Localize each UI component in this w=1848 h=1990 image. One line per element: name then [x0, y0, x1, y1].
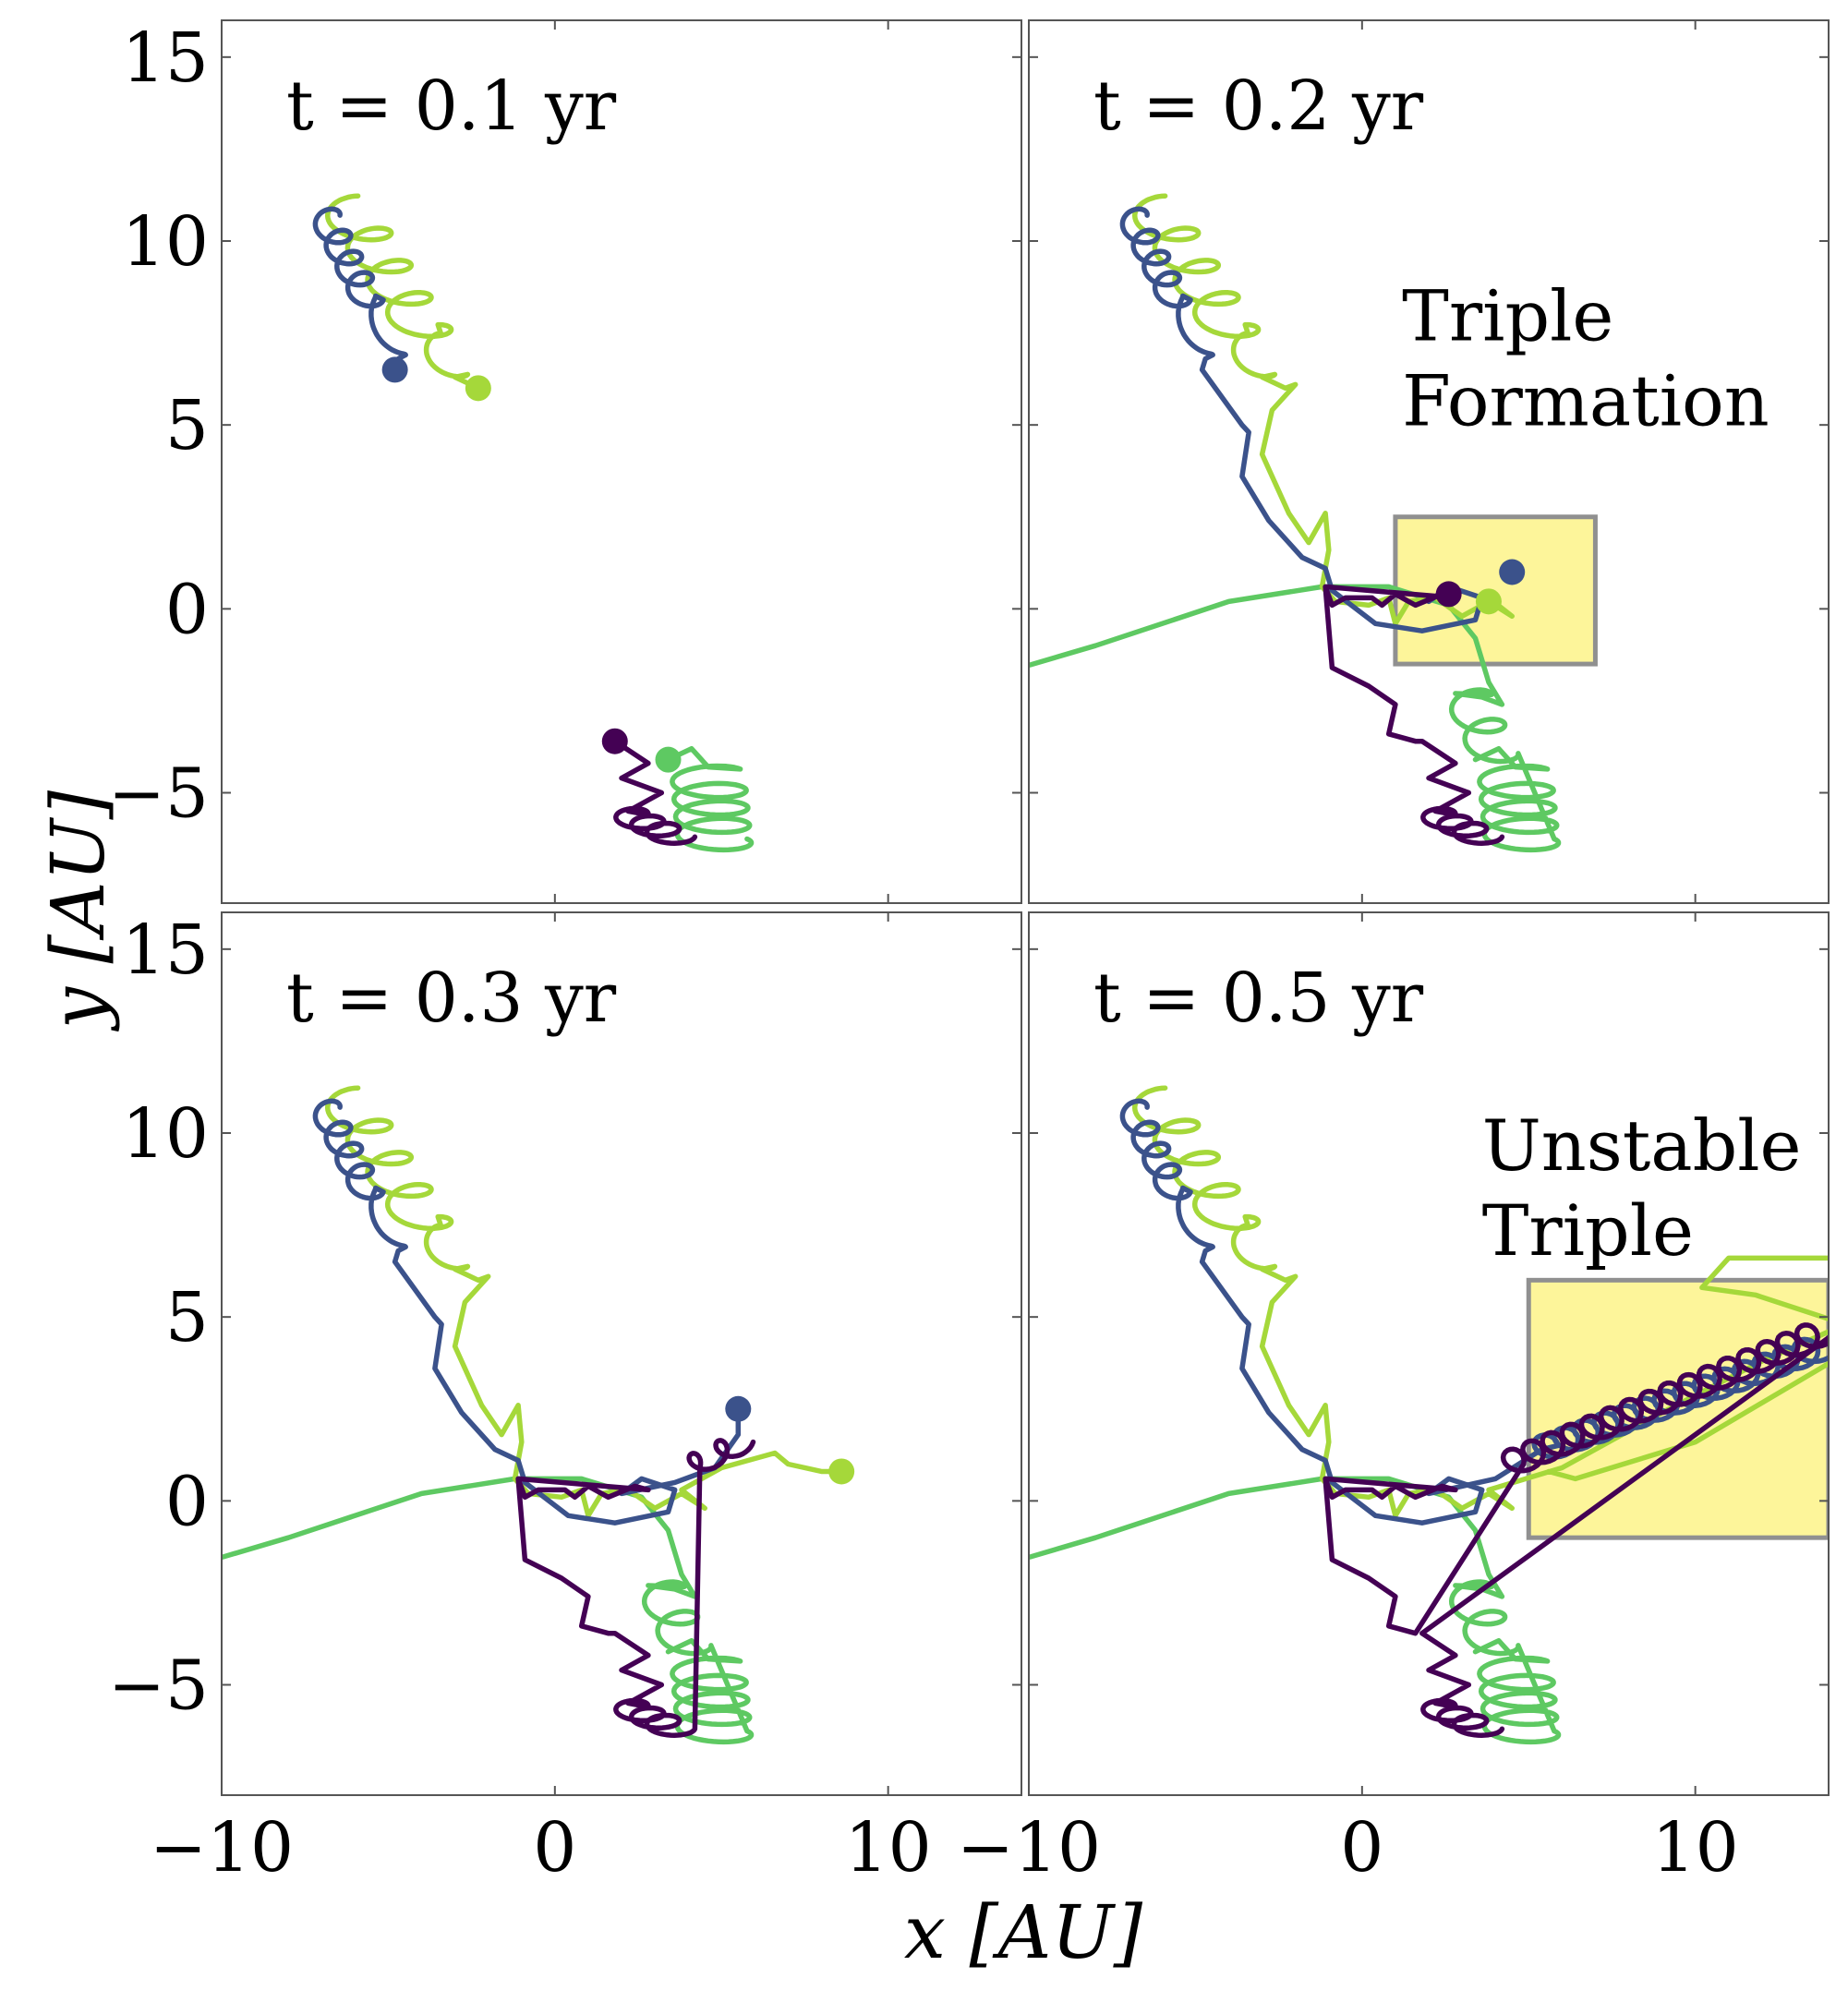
trajectory-line [612, 738, 698, 846]
marker-blue [1499, 559, 1526, 585]
trajectory-line [515, 1438, 756, 1738]
trajectory-line [1029, 1476, 1562, 1745]
y-tick-label: 10 [122, 1094, 209, 1174]
trajectory-line [1131, 1085, 1829, 1519]
marker-purple [601, 728, 628, 754]
panel-frame [221, 19, 1022, 904]
annotation-text: Formation [1402, 360, 1769, 442]
x-tick-label: 0 [1340, 1808, 1383, 1887]
y-axis-title: y [AU] [35, 790, 121, 1031]
y-tick-label: 15 [122, 911, 209, 990]
trajectory-line [1131, 193, 1515, 627]
trajectory-line [222, 1476, 755, 1745]
panel-frame [221, 911, 1022, 1796]
x-tick-label: 10 [1652, 1808, 1739, 1887]
annotation-text: Unstable [1482, 1104, 1802, 1187]
y-tick-label: 0 [165, 1462, 209, 1541]
panel-top-left: −5 0 5 10 15 t = 0.1 yr [108, 18, 1022, 904]
trajectory-line [1119, 206, 1485, 633]
marker-blue [725, 1395, 752, 1422]
trajectory-line [1119, 1098, 1829, 1526]
trajectory-line [324, 1085, 844, 1519]
annotation-text: Triple [1482, 1189, 1694, 1272]
panel-title: t = 0.5 yr [1093, 959, 1424, 1038]
x-tick-label: −10 [150, 1808, 294, 1887]
panel-frame [1028, 19, 1830, 904]
trajectory-line [1323, 1322, 1829, 1738]
x-tick-label: −10 [957, 1808, 1101, 1887]
panel-title: t = 0.2 yr [1093, 66, 1424, 146]
trajectory-line [1029, 584, 1562, 853]
trajectory-line [324, 193, 481, 392]
trajectories [222, 1085, 855, 1745]
trajectories [1029, 193, 1562, 853]
y-tick-label: 5 [165, 1278, 209, 1357]
trajectory-line [1323, 584, 1505, 846]
y-tick-label: −5 [108, 754, 209, 834]
panel-frame [1028, 911, 1830, 1796]
panel-bottom-left: −5 0 5 10 15 −10 0 10 t = 0.3 yr [108, 911, 1022, 1887]
trajectories [1029, 1085, 1829, 1745]
trajectory-line [665, 745, 755, 853]
annotation-text: Triple [1402, 275, 1613, 357]
marker-yellow [1475, 588, 1502, 615]
trajectories [312, 193, 755, 853]
marker-yellow [828, 1458, 855, 1485]
x-tick-label: 10 [845, 1808, 932, 1887]
y-tick-label: 0 [165, 570, 209, 649]
y-tick-label: 5 [165, 386, 209, 465]
y-tick-label: −5 [108, 1646, 209, 1726]
marker-blue [381, 356, 408, 383]
trajectory-line [312, 206, 408, 373]
x-axis-title: x [AU] [904, 1889, 1143, 1975]
panel-title: t = 0.3 yr [286, 959, 617, 1038]
panel-title: t = 0.1 yr [286, 66, 617, 146]
y-tick-label: 10 [122, 202, 209, 282]
marker-yellow [465, 375, 491, 402]
marker-green [655, 746, 682, 773]
x-tick-label: 0 [533, 1808, 576, 1887]
trajectory-line [312, 1098, 742, 1526]
y-tick-label: 15 [122, 18, 209, 98]
marker-purple [1435, 581, 1462, 608]
